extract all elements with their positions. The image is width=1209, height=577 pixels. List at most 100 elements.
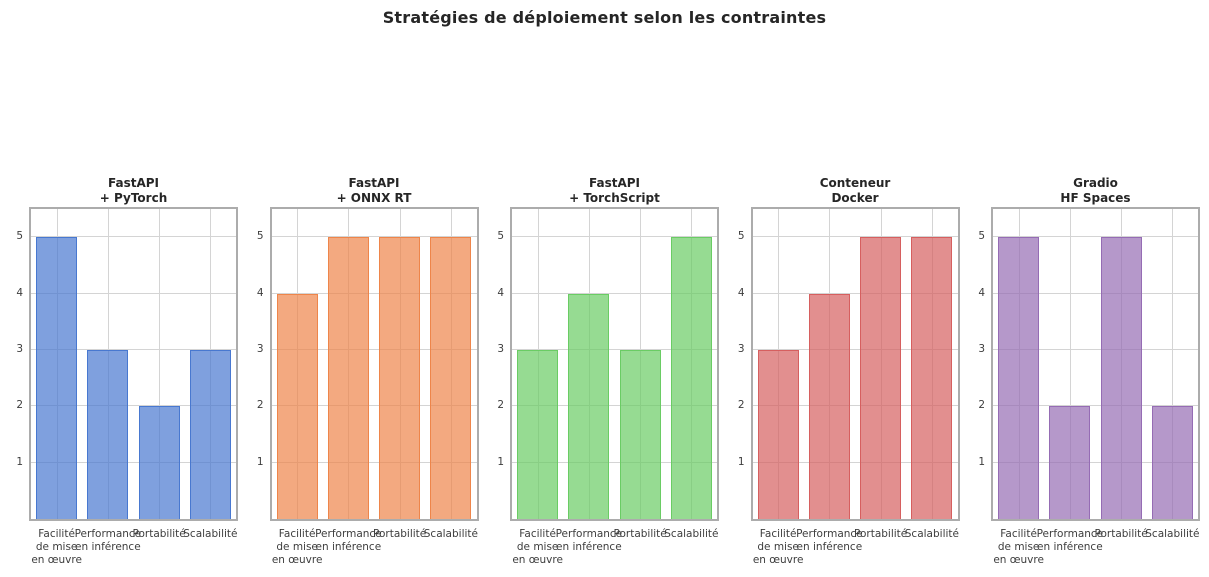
subplot: Gradio HF Spaces 1 2 3 4 5 Facilité de mise en… [978, 170, 1200, 575]
bar-4-1 [757, 349, 799, 519]
x-tick-label: Scalabilité [423, 528, 478, 540]
h-gridline [752, 292, 958, 294]
x-tick-label: Performance en inférence [315, 528, 382, 553]
h-gridline [993, 236, 1198, 238]
bar-5-1 [998, 237, 1040, 519]
h-gridline [31, 292, 236, 294]
x-tick-label: Facilité de mise en œuvre [271, 528, 323, 566]
y-tick-label: 3 [16, 342, 23, 355]
y-tick-label: 4 [737, 286, 745, 299]
subplot: FastAPI + ONNX RT 1 2 3 4 5 Facilité de mise e… [257, 170, 479, 575]
bar-5-3 [1100, 237, 1142, 519]
h-gridline [512, 292, 717, 294]
x-tick-label: Portabilité [1094, 528, 1148, 540]
h-gridline [993, 348, 1198, 350]
bar-3-3 [619, 349, 661, 519]
bar-1-2 [87, 349, 129, 519]
h-gridline [993, 292, 1198, 294]
y-tick-label: 2 [16, 399, 23, 412]
y-tick-label: 1 [16, 455, 23, 468]
y-tick-label: 3 [256, 342, 264, 355]
v-gridline [159, 209, 161, 519]
subplot: FastAPI + TorchScript 1 2 3 4 5 Facilité de mi… [497, 170, 719, 575]
x-tick-label: Portabilité [132, 528, 186, 540]
y-tick-label: 5 [497, 230, 504, 243]
y-tick-label: 1 [497, 455, 504, 468]
x-tick-label: Facilité de mise en œuvre [512, 528, 563, 566]
y-tick-label: 5 [978, 230, 985, 243]
subplot-title: FastAPI + PyTorch [99, 176, 168, 205]
subplot: Conteneur Docker 1 2 3 4 5 Facilité de mise en… [738, 170, 960, 575]
subplot-title: FastAPI + ONNX RT [336, 176, 412, 205]
bar-3-4 [670, 237, 712, 519]
bar-1-3 [138, 406, 180, 519]
bar-4-4 [911, 237, 953, 519]
y-tick-label: 2 [256, 399, 264, 412]
y-tick-label: 2 [978, 399, 985, 412]
y-tick-label: 1 [256, 455, 264, 468]
v-gridline [1172, 209, 1174, 519]
subplot-title: Gradio HF Spaces [1060, 176, 1131, 205]
bar-2-3 [379, 237, 421, 519]
bar-5-4 [1151, 406, 1193, 519]
h-gridline [993, 405, 1198, 407]
h-gridline [271, 292, 477, 294]
h-gridline [271, 461, 477, 463]
h-gridline [31, 348, 236, 350]
y-tick-label: 3 [497, 342, 504, 355]
h-gridline [271, 405, 477, 407]
plot-area: 1 2 3 4 5 Facilité de mise en œuvre Performanc… [257, 207, 479, 566]
y-tick-label: 3 [978, 342, 985, 355]
subplot: FastAPI + PyTorch 1 2 3 4 5 Facilité de mise e… [16, 170, 238, 575]
subplot-title: FastAPI + TorchScript [569, 176, 660, 205]
h-gridline [752, 236, 958, 238]
bar-1-1 [36, 237, 78, 519]
bar-2-1 [276, 293, 318, 519]
y-tick-label: 2 [497, 399, 504, 412]
h-gridline [512, 348, 717, 350]
x-tick-label: Portabilité [854, 528, 908, 540]
x-tick-label: Facilité de mise en œuvre [752, 528, 804, 566]
subplot-title: Conteneur Docker [819, 176, 891, 205]
v-gridline [1069, 209, 1071, 519]
h-gridline [512, 405, 717, 407]
y-tick-label: 4 [256, 286, 264, 299]
x-tick-label: Scalabilité [183, 528, 238, 540]
h-gridline [752, 461, 958, 463]
bar-2-4 [430, 237, 472, 519]
x-tick-label: Scalabilité [664, 528, 719, 540]
h-gridline [271, 236, 477, 238]
x-tick-label: Performance en inférence [74, 528, 142, 553]
chart-title: Stratégies de déploiement selon les cont… [382, 8, 827, 27]
h-gridline [31, 236, 236, 238]
bar-2-2 [327, 237, 369, 519]
plot-area: 1 2 3 4 5 Facilité de mise en œuvre Performanc… [497, 207, 719, 566]
h-gridline [271, 348, 477, 350]
h-gridline [31, 405, 236, 407]
y-tick-label: 5 [737, 230, 745, 243]
h-gridline [512, 236, 717, 238]
y-tick-label: 4 [978, 286, 985, 299]
y-tick-label: 1 [737, 455, 745, 468]
bar-4-2 [808, 293, 850, 519]
bar-3-1 [517, 349, 559, 519]
h-gridline [993, 461, 1198, 463]
bar-5-2 [1049, 406, 1091, 519]
y-tick-label: 3 [737, 342, 745, 355]
x-tick-label: Facilité de mise en œuvre [993, 528, 1044, 566]
x-tick-label: Performance en inférence [1036, 528, 1104, 553]
y-tick-label: 2 [737, 399, 745, 412]
x-tick-label: Portabilité [613, 528, 667, 540]
x-tick-label: Facilité de mise en œuvre [31, 528, 82, 566]
x-tick-label: Scalabilité [904, 528, 959, 540]
x-tick-label: Performance en inférence [555, 528, 623, 553]
bar-4-3 [860, 237, 902, 519]
plot-area: 1 2 3 4 5 Facilité de mise en œuvre Performanc… [978, 207, 1200, 566]
x-tick-label: Performance en inférence [796, 528, 863, 553]
y-tick-label: 1 [978, 455, 985, 468]
h-gridline [31, 461, 236, 463]
x-tick-label: Portabilité [373, 528, 427, 540]
y-tick-label: 4 [497, 286, 504, 299]
h-gridline [752, 405, 958, 407]
